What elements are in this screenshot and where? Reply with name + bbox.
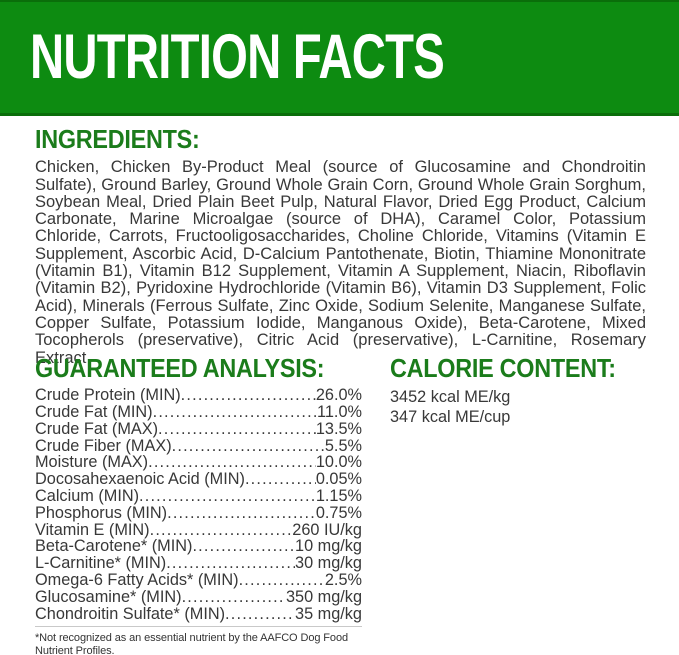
calorie-kcal-per-cup: 347 kcal ME/cup	[390, 407, 511, 426]
footnote-divider	[35, 626, 362, 627]
analysis-row-value: 1.15%	[315, 487, 362, 506]
calorie-content-section: CALORIE CONTENT: 3452 kcal ME/kg 347 kca…	[390, 353, 650, 426]
ingredients-section: INGREDIENTS: Chicken, Chicken By-Product…	[35, 124, 646, 367]
analysis-row-value: 11.0%	[317, 403, 362, 422]
analysis-row-value: 260 IU/kg	[292, 520, 362, 539]
analysis-row-label: Docosahexaenoic Acid (MIN)	[35, 470, 245, 489]
analysis-row-value: 10.0%	[315, 453, 362, 472]
analysis-row-label: Vitamin E (MIN)	[35, 520, 150, 539]
analysis-row-label: Calcium (MIN)	[35, 487, 140, 506]
analysis-row-value: 10 mg/kg	[295, 537, 362, 556]
analysis-row-value: 35 mg/kg	[295, 604, 362, 623]
analysis-row-label: Phosphorus (MIN)	[35, 503, 168, 522]
analysis-row-value: 350 mg/kg	[285, 587, 362, 606]
analysis-row-label: Crude Fat (MAX)	[35, 419, 159, 438]
nutrition-facts-banner: NUTRITION FACTS	[0, 0, 679, 116]
dot-leader	[181, 387, 316, 404]
dot-leader	[148, 454, 316, 471]
analysis-row: Crude Fat (MAX) 13.5%	[35, 421, 362, 438]
page-title: NUTRITION FACTS	[30, 22, 445, 92]
footnote-section: *Not recognized as an essential nutrient…	[35, 626, 375, 655]
guaranteed-analysis-table: Crude Protein (MIN) 26.0% Crude Fat (MIN) 1…	[35, 387, 362, 622]
analysis-row: Omega-6 Fatty Acids* (MIN) 2.5%	[35, 572, 362, 589]
dot-leader	[158, 421, 316, 438]
dot-leader	[182, 589, 286, 606]
footnote-text: *Not recognized as an essential nutrient…	[35, 632, 348, 655]
analysis-row-label: Crude Fiber (MAX)	[35, 436, 172, 455]
guaranteed-analysis-heading: GUARANTEED ANALYSIS:	[35, 353, 325, 383]
analysis-row-label: Crude Protein (MIN)	[35, 386, 181, 405]
dot-leader	[139, 488, 316, 505]
analysis-row-label: Chondroitin Sulfate* (MIN)	[35, 604, 226, 623]
dot-leader	[167, 505, 316, 522]
analysis-row: L-Carnitine* (MIN) 30 mg/kg	[35, 555, 362, 572]
analysis-row: Phosphorus (MIN) 0.75%	[35, 505, 362, 522]
calorie-content-heading: CALORIE CONTENT:	[390, 353, 616, 383]
analysis-row: Beta-Carotene* (MIN) 10 mg/kg	[35, 538, 362, 555]
calorie-kcal-per-kg: 3452 kcal ME/kg	[390, 388, 511, 407]
dot-leader	[192, 538, 295, 555]
analysis-row-value: 26.0%	[315, 386, 362, 405]
analysis-row: Vitamin E (MIN) 260 IU/kg	[35, 520, 362, 539]
dot-leader	[245, 471, 316, 488]
ingredients-heading: INGREDIENTS:	[35, 124, 200, 154]
analysis-row: Glucosamine* (MIN) 350 mg/kg	[35, 589, 362, 606]
analysis-row-value: 30 mg/kg	[295, 554, 362, 573]
dot-leader	[153, 404, 317, 421]
analysis-row: Calcium (MIN) 1.15%	[35, 488, 362, 505]
analysis-row: Chondroitin Sulfate* (MIN) 35 mg/kg	[35, 604, 362, 623]
analysis-row-label: Omega-6 Fatty Acids* (MIN)	[35, 571, 239, 590]
dot-leader	[166, 555, 295, 572]
analysis-row-label: Beta-Carotene* (MIN)	[35, 537, 193, 556]
analysis-row-label: Glucosamine* (MIN)	[35, 587, 182, 606]
analysis-row-value: 2.5%	[324, 571, 362, 590]
analysis-row-label: Crude Fat (MIN)	[35, 403, 153, 422]
analysis-row-value: 13.5%	[315, 419, 362, 438]
analysis-row: Crude Fat (MIN) 11.0%	[35, 404, 362, 421]
analysis-row-value: 5.5%	[324, 436, 362, 455]
guaranteed-analysis-section: GUARANTEED ANALYSIS: Crude Protein (MIN)…	[35, 353, 362, 622]
analysis-row: Moisture (MAX) 10.0%	[35, 454, 362, 471]
analysis-row-value: 0.05%	[315, 470, 362, 489]
analysis-row: Crude Protein (MIN) 26.0%	[35, 387, 362, 404]
analysis-row-label: Moisture (MAX)	[35, 453, 149, 472]
analysis-row: Docosahexaenoic Acid (MIN) 0.05%	[35, 471, 362, 488]
dot-leader	[239, 572, 325, 589]
ingredients-text: Chicken, Chicken By-Product Meal (source…	[35, 158, 646, 367]
dot-leader	[172, 438, 325, 455]
analysis-row-label: L-Carnitine* (MIN)	[35, 554, 167, 573]
dot-leader	[150, 522, 293, 539]
analysis-row-value: 0.75%	[315, 503, 362, 522]
dot-leader	[225, 606, 295, 623]
analysis-row: Crude Fiber (MAX) 5.5%	[35, 436, 362, 455]
